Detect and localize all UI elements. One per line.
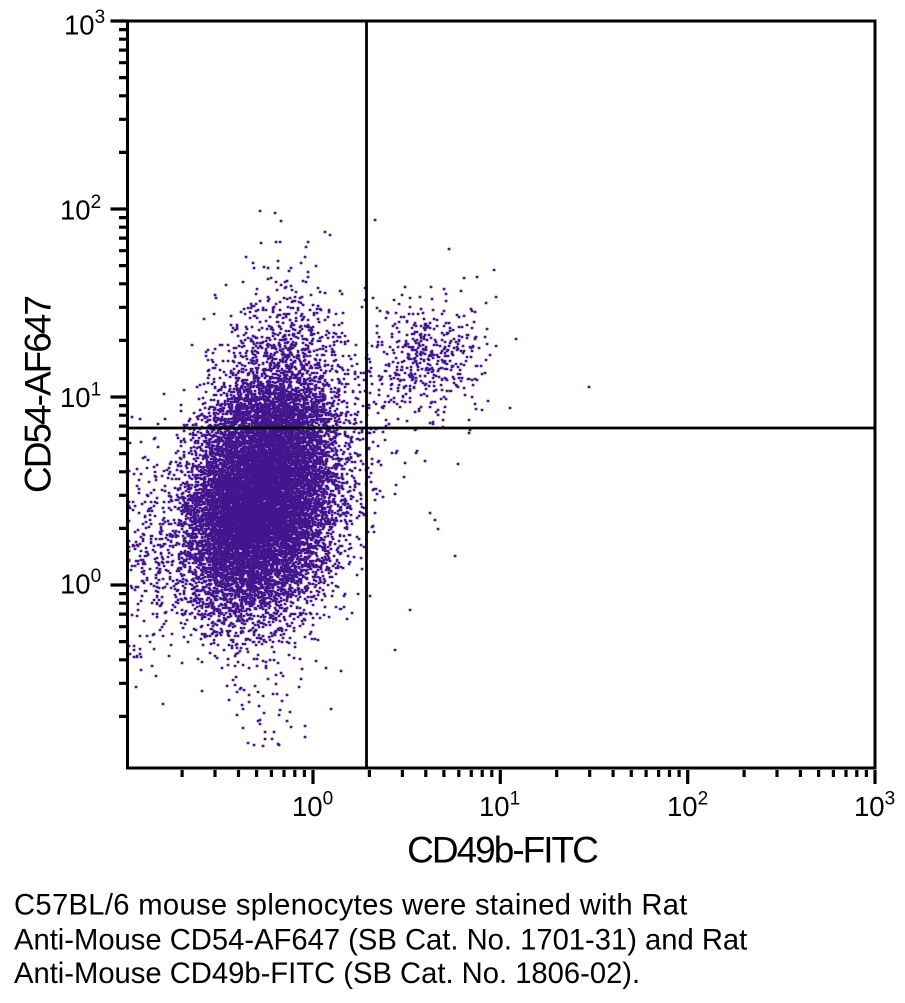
svg-text:Anti-Mouse CD54-AF647 (SB Cat.: Anti-Mouse CD54-AF647 (SB Cat. No. 1701-…: [14, 925, 747, 957]
svg-text:103: 103: [64, 7, 105, 41]
svg-text:CD49b-FITC: CD49b-FITC: [407, 830, 598, 871]
svg-text:Anti-Mouse CD49b-FITC (SB Cat.: Anti-Mouse CD49b-FITC (SB Cat. No. 1806-…: [14, 958, 640, 990]
svg-text:100: 100: [60, 566, 101, 600]
svg-text:CD54-AF647: CD54-AF647: [18, 297, 59, 493]
svg-text:C57BL/6 mouse splenocytes were: C57BL/6 mouse splenocytes were stained w…: [14, 890, 688, 922]
